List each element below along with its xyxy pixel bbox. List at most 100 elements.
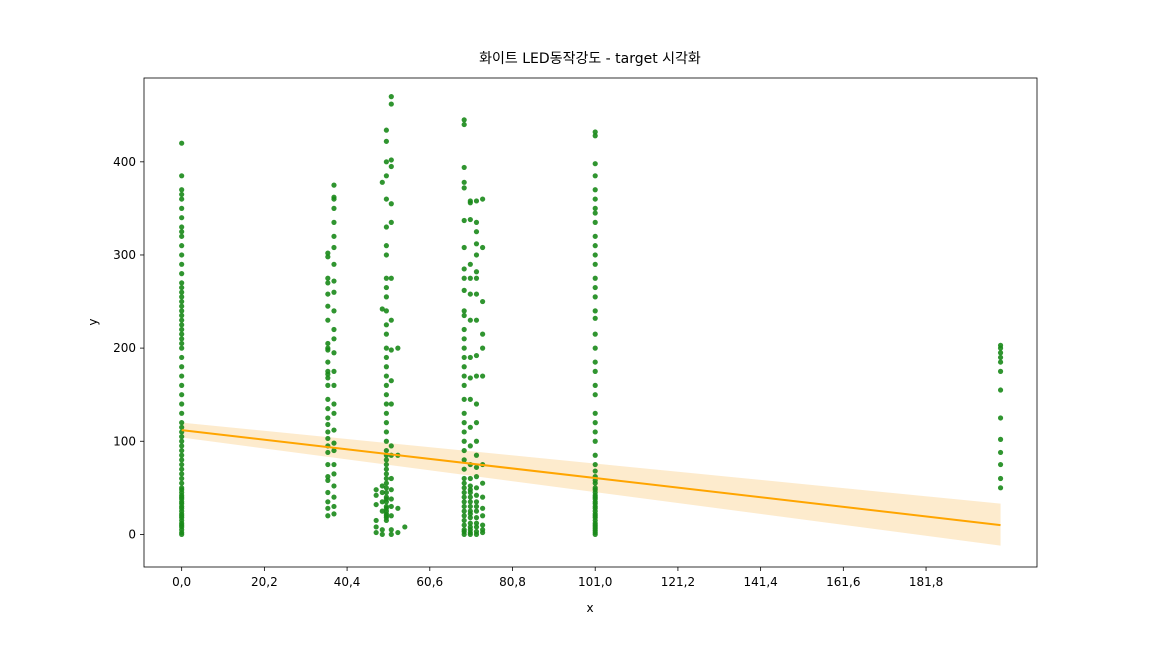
data-point xyxy=(179,308,185,314)
data-point xyxy=(592,205,598,211)
data-point xyxy=(461,513,467,519)
data-point xyxy=(179,252,185,258)
data-point xyxy=(331,494,337,500)
data-point xyxy=(461,308,467,314)
data-point xyxy=(383,429,389,435)
data-point xyxy=(179,461,185,468)
data-point xyxy=(395,529,401,536)
data-point xyxy=(179,294,185,300)
data-point xyxy=(461,420,467,426)
data-point xyxy=(467,520,473,526)
axes-frame xyxy=(143,77,1038,568)
y-axis-label: y xyxy=(86,318,100,325)
data-point xyxy=(461,179,467,185)
data-point xyxy=(388,317,394,323)
data-point xyxy=(395,345,401,351)
data-point xyxy=(331,326,337,333)
data-point xyxy=(179,317,185,323)
data-point xyxy=(325,435,331,442)
data-point xyxy=(179,205,185,211)
data-point xyxy=(461,336,467,342)
data-point xyxy=(473,492,480,498)
data-point xyxy=(383,494,389,500)
data-point xyxy=(379,483,385,489)
data-point xyxy=(997,350,1004,356)
data-point xyxy=(592,243,598,249)
data-point xyxy=(473,252,480,258)
data-point xyxy=(383,224,389,230)
data-point xyxy=(325,291,331,297)
data-point xyxy=(388,201,394,207)
data-point xyxy=(461,480,467,486)
data-point xyxy=(997,485,1004,491)
x-tick-label: 20,2 xyxy=(251,575,278,589)
data-point xyxy=(461,466,467,472)
data-point xyxy=(383,243,389,249)
data-point xyxy=(461,429,467,435)
data-point xyxy=(379,527,385,533)
data-point xyxy=(473,503,480,510)
data-point xyxy=(331,440,337,446)
data-point xyxy=(179,447,185,454)
data-point xyxy=(480,494,486,500)
data-point xyxy=(383,461,389,468)
y-axis: 0 100 200 300 400 xyxy=(113,155,144,541)
data-point xyxy=(473,420,480,426)
data-point xyxy=(383,382,389,388)
data-point xyxy=(467,515,473,521)
data-point xyxy=(467,261,473,267)
data-point xyxy=(592,187,598,193)
data-point xyxy=(331,336,337,342)
data-point xyxy=(473,464,480,470)
data-point xyxy=(331,382,337,388)
data-point xyxy=(373,529,379,536)
data-point xyxy=(179,443,185,449)
data-point xyxy=(473,275,480,281)
data-point xyxy=(331,194,337,200)
data-point xyxy=(388,347,394,353)
data-point xyxy=(461,275,467,281)
data-point xyxy=(997,354,1004,361)
data-point xyxy=(461,527,467,533)
data-point xyxy=(383,420,389,426)
data-point xyxy=(461,217,467,224)
data-point xyxy=(997,475,1004,482)
data-point xyxy=(461,503,467,510)
data-point xyxy=(179,140,185,146)
data-point xyxy=(480,522,486,528)
x-tick-label: 80,8 xyxy=(499,575,526,589)
data-point xyxy=(592,233,598,239)
data-point xyxy=(473,317,480,323)
data-point xyxy=(179,289,185,295)
data-point xyxy=(461,508,467,514)
data-point xyxy=(383,364,389,370)
data-point xyxy=(461,382,467,388)
data-point xyxy=(388,101,394,107)
data-point xyxy=(383,159,389,165)
data-point xyxy=(383,354,389,361)
data-point xyxy=(325,415,331,421)
data-point xyxy=(461,499,467,505)
data-point xyxy=(388,157,394,163)
data-point xyxy=(480,373,486,379)
data-point xyxy=(331,503,337,510)
data-point xyxy=(179,196,185,202)
data-point xyxy=(592,284,598,291)
data-point xyxy=(467,275,473,281)
data-point xyxy=(179,452,185,458)
axes-background xyxy=(144,78,1037,567)
data-point xyxy=(997,461,1004,468)
data-point xyxy=(383,466,389,472)
data-point xyxy=(383,138,389,144)
data-point xyxy=(480,480,486,486)
data-point xyxy=(325,254,331,260)
data-point xyxy=(473,515,480,521)
data-point xyxy=(461,522,467,528)
data-point xyxy=(592,219,598,225)
data-point xyxy=(383,480,389,486)
data-point xyxy=(331,261,337,267)
data-point xyxy=(383,410,389,416)
data-point xyxy=(325,275,331,281)
data-point xyxy=(373,524,379,530)
